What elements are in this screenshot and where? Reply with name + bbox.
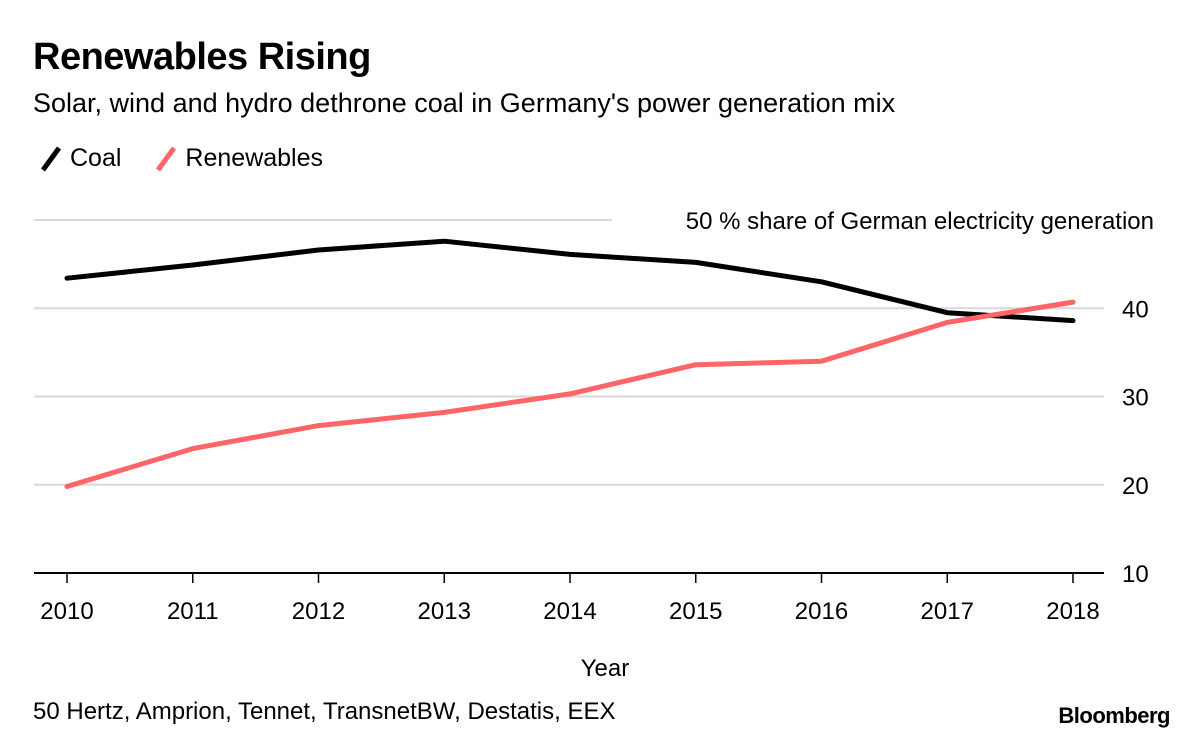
chart-subtitle: Solar, wind and hydro dethrone coal in G… [33,88,896,118]
y-tick-label: 20 [1122,473,1149,500]
chart-title: Renewables Rising [33,36,371,78]
legend-item-renewables: Renewables [155,144,323,173]
x-tick-label: 2011 [167,598,219,625]
y-tick-label: 40 [1122,296,1149,323]
series-lines [64,238,1076,489]
legend-item-coal: Coal [40,144,121,173]
legend-swatch-coal [40,146,62,171]
series-line-renewables [64,299,1076,489]
x-axis [34,572,1104,583]
gridlines [34,219,1104,486]
legend-label-renewables: Renewables [185,144,324,172]
bloomberg-logo: Bloomberg [1058,703,1170,728]
x-tick-label: 2018 [1046,598,1099,625]
y-axis-labels: 10 20 30 40 [1122,296,1149,588]
x-tick-label: 2014 [543,598,596,625]
legend-swatch-renewables [156,146,177,171]
legend: Coal Renewables [40,144,357,173]
x-tick-label: 2013 [418,598,471,625]
x-tick-label: 2015 [669,598,722,625]
y-axis-annotation: 50 % share of German electricity generat… [686,208,1154,235]
y-tick-label: 30 [1122,385,1149,412]
legend-label-coal: Coal [70,144,122,172]
x-tick-label: 2017 [921,598,974,625]
series-line-coal [64,238,1076,324]
x-tick-label: 2016 [795,598,848,625]
source-note: 50 Hertz, Amprion, Tennet, TransnetBW, D… [33,698,616,725]
x-axis-title: Year [581,655,630,682]
y-tick-label: 10 [1122,561,1149,588]
x-tick-label: 2012 [292,598,345,625]
x-tick-label: 2010 [40,598,93,625]
x-axis-labels: 2010 2011 2012 2013 2014 2015 2016 2017 2018 [40,598,1099,625]
